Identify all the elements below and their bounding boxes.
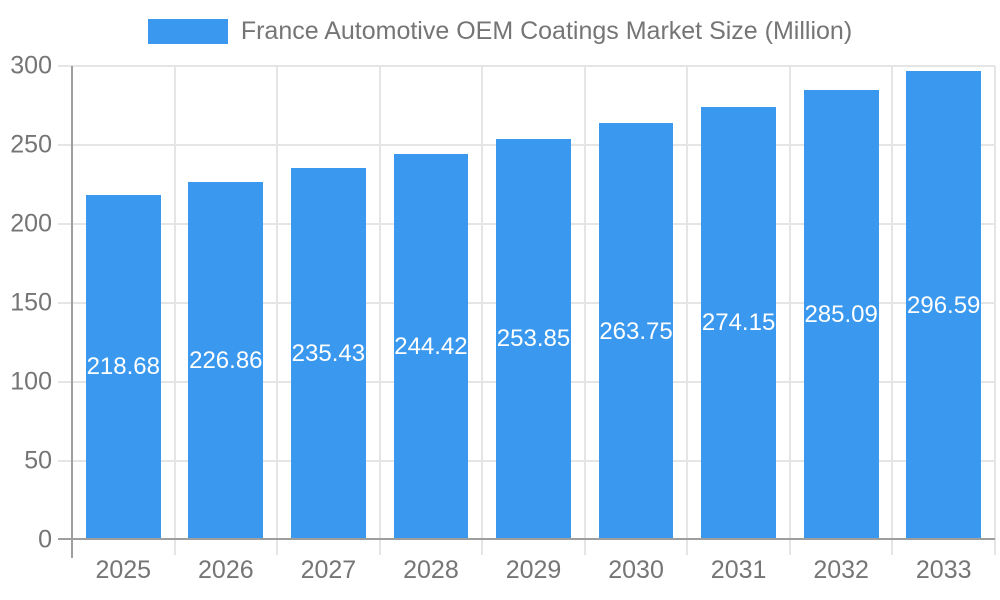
x-tick-label: 2027 — [300, 556, 357, 584]
gridline-vertical — [276, 66, 279, 555]
x-tick-label: 2025 — [95, 556, 152, 584]
bar-value-label: 235.43 — [291, 340, 366, 368]
y-tick-label: 150 — [10, 288, 52, 317]
x-tick-label: 2028 — [403, 556, 459, 584]
bar[interactable]: 274.15 — [701, 106, 777, 540]
gridline-vertical — [378, 66, 381, 555]
y-tick-label: 100 — [10, 367, 52, 396]
bar-value-label: 226.86 — [189, 346, 263, 374]
x-tick-label: 2032 — [813, 556, 869, 584]
x-tick-label: 2029 — [505, 556, 562, 584]
bar[interactable]: 218.68 — [85, 194, 161, 540]
bar-value-label: 285.09 — [804, 300, 878, 328]
x-tick-label: 2033 — [915, 556, 972, 584]
x-axis-line — [58, 538, 995, 540]
y-tick-label: 50 — [24, 446, 52, 475]
gridline-horizontal — [58, 65, 995, 67]
legend-swatch-icon — [147, 19, 228, 44]
y-tick-label: 0 — [38, 525, 52, 554]
y-tick-label: 250 — [10, 130, 52, 159]
x-tick-label: 2026 — [198, 556, 254, 584]
x-axis-labels: 2025 2026 2027 2028 2029 2030 2031 2032 2033 — [72, 556, 995, 588]
legend[interactable]: France Automotive OEM Coatings Market Si… — [0, 17, 1000, 46]
bar[interactable]: 296.59 — [906, 71, 982, 540]
bar[interactable]: 285.09 — [803, 89, 879, 540]
y-axis-line — [71, 66, 73, 558]
bar[interactable]: 226.86 — [188, 181, 264, 540]
bar-value-label: 218.68 — [86, 353, 160, 381]
gridline-vertical — [686, 66, 689, 555]
x-tick-label: 2031 — [710, 556, 767, 584]
bar[interactable]: 253.85 — [496, 138, 571, 540]
bar-value-label: 263.75 — [599, 317, 673, 345]
gridline-vertical — [583, 66, 586, 555]
y-axis-labels: 0 50 100 150 200 250 300 — [0, 52, 58, 554]
y-tick-label: 300 — [10, 51, 52, 80]
gridline-vertical — [173, 66, 176, 555]
legend-label: France Automotive OEM Coatings Market Si… — [240, 17, 853, 45]
bar[interactable]: 244.42 — [393, 153, 469, 540]
bar-value-label: 296.59 — [907, 291, 981, 319]
plot-area: 218.68 226.86 235.43 244.42 253.85 263.75 274.… — [58, 65, 996, 555]
gridline-vertical — [994, 66, 996, 555]
bar-value-label: 244.42 — [394, 332, 468, 360]
y-tick-label: 200 — [10, 209, 52, 238]
gridline-vertical — [481, 66, 484, 555]
bar[interactable]: 235.43 — [290, 168, 366, 540]
bar-value-label: 274.15 — [701, 309, 776, 337]
gridline-vertical — [891, 66, 894, 555]
bar-value-label: 253.85 — [496, 325, 571, 353]
bar[interactable]: 263.75 — [598, 123, 674, 540]
x-tick-label: 2030 — [608, 556, 664, 584]
gridline-vertical — [788, 66, 791, 555]
